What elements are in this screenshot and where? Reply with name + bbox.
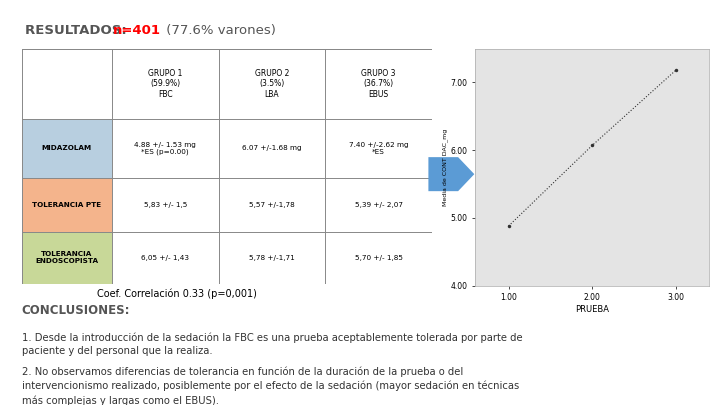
Bar <box>112 119 219 178</box>
Bar <box>325 232 432 284</box>
Bar <box>22 232 112 284</box>
Y-axis label: Media de CONT DAC_mg: Media de CONT DAC_mg <box>442 128 448 206</box>
Text: TOLERANCIA
ENDOSCOPISTA: TOLERANCIA ENDOSCOPISTA <box>35 251 99 264</box>
Bar <box>219 232 325 284</box>
Bar <box>219 119 325 178</box>
Text: 5,70 +/- 1,85: 5,70 +/- 1,85 <box>355 255 402 261</box>
Bar <box>325 178 432 232</box>
Text: CONCLUSIONES:: CONCLUSIONES: <box>22 304 130 317</box>
Text: 7.40 +/-2.62 mg
*ES: 7.40 +/-2.62 mg *ES <box>348 142 408 155</box>
Text: RESULTADOS:: RESULTADOS: <box>25 24 136 37</box>
Text: GRUPO 1
(59.9%)
FBC: GRUPO 1 (59.9%) FBC <box>148 69 182 99</box>
Text: GRUPO 3
(36.7%)
EBUS: GRUPO 3 (36.7%) EBUS <box>361 69 396 99</box>
Text: 5,78 +/-1,71: 5,78 +/-1,71 <box>249 255 294 261</box>
Text: Coef. Correlación 0.33 (p=0,001): Coef. Correlación 0.33 (p=0,001) <box>96 288 256 299</box>
Bar <box>219 178 325 232</box>
Bar <box>112 178 219 232</box>
FancyArrow shape <box>428 157 474 191</box>
Text: 1. Desde la introducción de la sedación la FBC es una prueba aceptablemente tole: 1. Desde la introducción de la sedación … <box>22 332 522 356</box>
Text: GRUPO 2
(3.5%)
LBA: GRUPO 2 (3.5%) LBA <box>255 69 289 99</box>
Text: 2. No observamos diferencias de tolerancia en función de la duración de la prueb: 2. No observamos diferencias de toleranc… <box>22 367 519 405</box>
Text: 4.88 +/- 1.53 mg
*ES (p=0.00): 4.88 +/- 1.53 mg *ES (p=0.00) <box>135 142 196 155</box>
Text: 5,57 +/-1,78: 5,57 +/-1,78 <box>249 202 294 208</box>
Text: (77.6% varones): (77.6% varones) <box>162 24 276 37</box>
Text: 5,39 +/- 2,07: 5,39 +/- 2,07 <box>355 202 402 208</box>
X-axis label: PRUEBA: PRUEBA <box>575 305 609 314</box>
Bar <box>22 178 112 232</box>
Bar <box>325 119 432 178</box>
Text: MIDAZOLAM: MIDAZOLAM <box>42 145 92 151</box>
Bar <box>112 232 219 284</box>
Text: n=401: n=401 <box>113 24 161 37</box>
Bar <box>22 119 112 178</box>
Text: TOLERANCIA PTE: TOLERANCIA PTE <box>32 202 102 208</box>
Text: 6,05 +/- 1,43: 6,05 +/- 1,43 <box>141 255 189 261</box>
Text: 6.07 +/-1.68 mg: 6.07 +/-1.68 mg <box>242 145 302 151</box>
Text: 5,83 +/- 1,5: 5,83 +/- 1,5 <box>143 202 187 208</box>
